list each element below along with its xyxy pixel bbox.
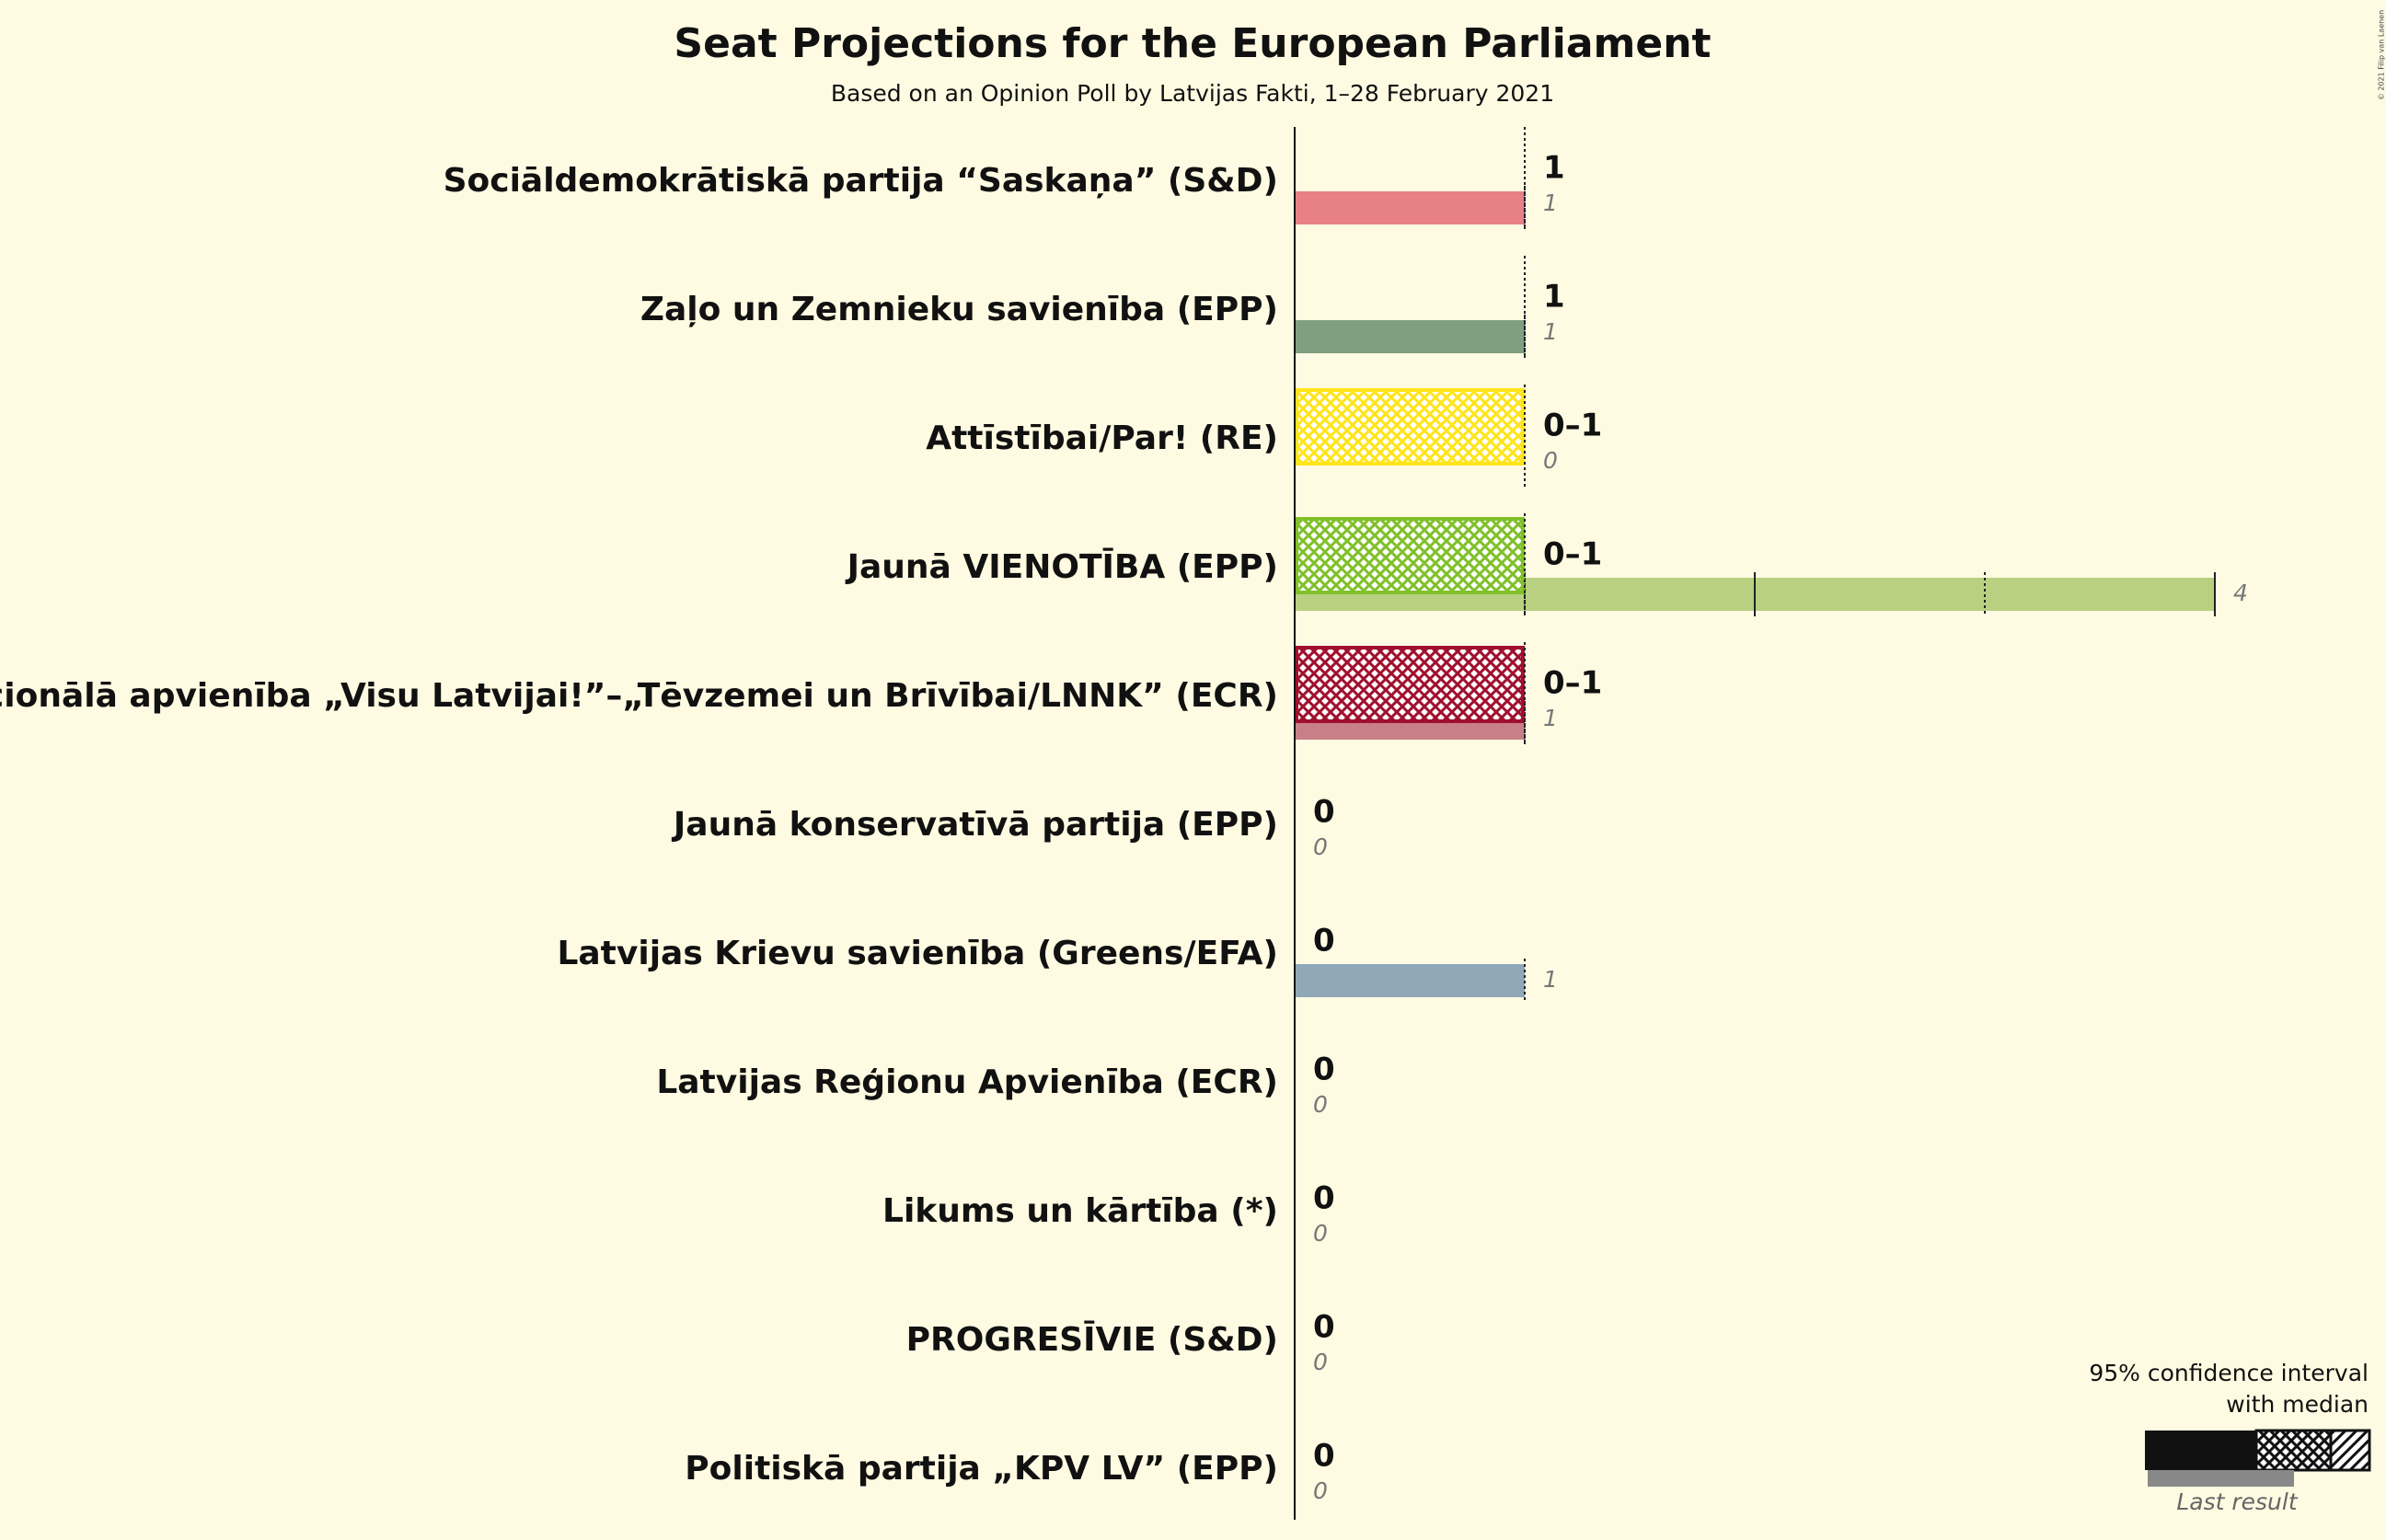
legend-last — [2148, 1470, 2294, 1487]
last-result-label: 0 — [1313, 1091, 1328, 1118]
ci-bar-upper — [1295, 388, 1525, 465]
last-result-label: 0 — [1543, 447, 1558, 474]
range-label: 0 — [1313, 1052, 1335, 1088]
ci-bar-upper — [1295, 517, 1525, 594]
last-result-label: 4 — [2233, 580, 2248, 606]
last-result-label: 0 — [1313, 1349, 1328, 1375]
last-result-bar — [1295, 320, 1525, 353]
last-result-label: 1 — [1543, 190, 1558, 216]
category-label: Sociāldemokrātiskā partija “Saskaņa” (S&… — [444, 162, 1278, 200]
category-label: Zaļo un Zemnieku savienība (EPP) — [640, 291, 1278, 328]
chart-title: Seat Projections for the European Parlia… — [674, 20, 1711, 67]
last-result-bar — [1295, 191, 1525, 224]
legend-diagonal — [2329, 1429, 2371, 1472]
legend-hatched — [2254, 1429, 2333, 1472]
last-result-label: 0 — [1313, 833, 1328, 860]
range-label: 0–1 — [1543, 665, 1602, 702]
category-label: Latvijas Krievu savienība (Greens/EFA) — [557, 935, 1278, 972]
ci-bar-upper — [1295, 646, 1525, 723]
category-label: Jaunā konservatīvā partija (EPP) — [671, 806, 1278, 844]
last-result-label: 1 — [1543, 705, 1558, 731]
range-label: 0 — [1313, 923, 1335, 960]
last-result-label: 1 — [1543, 318, 1558, 345]
last-result-label: 0 — [1313, 1220, 1328, 1247]
legend-ci-label: 95% confidence interval with median — [2089, 1360, 2369, 1418]
range-label: 0 — [1313, 1180, 1335, 1217]
category-label: Nacionālā apvienība „Visu Latvijai!”–„Tē… — [0, 677, 1278, 715]
range-label: 0–1 — [1543, 408, 1602, 444]
category-label: Latvijas Reģionu Apvienība (ECR) — [656, 1063, 1278, 1101]
category-label: Attīstībai/Par! (RE) — [926, 419, 1278, 457]
chart-subtitle: Based on an Opinion Poll by Latvijas Fak… — [831, 80, 1554, 107]
category-label: Jaunā VIENOTĪBA (EPP) — [845, 547, 1278, 586]
copyright: © 2021 Filip van Laenen — [2378, 10, 2386, 100]
range-label: 1 — [1543, 150, 1565, 187]
category-label: Likums un kārtība (*) — [882, 1192, 1278, 1230]
legend-solid — [2145, 1431, 2256, 1470]
last-result-label: 1 — [1543, 966, 1558, 993]
category-label: Politiskā partija „KPV LV” (EPP) — [685, 1450, 1278, 1488]
last-result-label: 0 — [1313, 1477, 1328, 1504]
range-label: 0–1 — [1543, 536, 1602, 573]
range-label: 0 — [1313, 794, 1335, 831]
range-label: 1 — [1543, 279, 1565, 316]
legend-last-label: Last result — [2176, 1488, 2298, 1515]
category-label: PROGRESĪVIE (S&D) — [906, 1320, 1278, 1359]
range-label: 0 — [1313, 1309, 1335, 1346]
last-result-bar — [1295, 964, 1525, 997]
range-label: 0 — [1313, 1438, 1335, 1475]
